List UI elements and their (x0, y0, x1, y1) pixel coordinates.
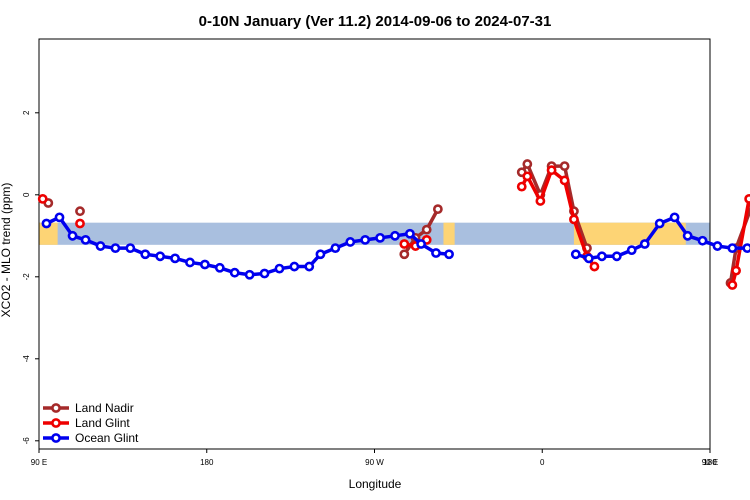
legend-item: Land Nadir (43, 401, 134, 415)
data-point (110, 243, 121, 253)
series-line (519, 168, 597, 269)
series-ocean-glint (41, 212, 750, 280)
data-point (731, 265, 741, 276)
data-point (596, 251, 607, 262)
data-point (559, 161, 570, 171)
x-tick-label: 90 E (702, 458, 718, 467)
x-axis-label: Longitude (349, 477, 402, 491)
data-point (170, 253, 180, 264)
data-point (360, 234, 371, 245)
data-point (37, 193, 48, 204)
data-point (289, 261, 300, 272)
data-point (140, 249, 151, 260)
data-point (75, 206, 85, 217)
data-point (522, 159, 533, 169)
legend-label: Land Nadir (75, 401, 134, 415)
y-tick-label: -6 (22, 437, 31, 445)
data-point (75, 218, 85, 229)
legend-marker (51, 418, 61, 428)
series-line (574, 215, 750, 261)
data-point (669, 212, 680, 223)
data-point (80, 234, 91, 245)
data-point (54, 212, 65, 223)
data-point (67, 230, 78, 241)
legend-item: Land Glint (43, 416, 130, 430)
data-point (431, 248, 441, 258)
y-tick-label: 2 (22, 110, 31, 115)
data-point (569, 214, 579, 225)
data-point (432, 204, 443, 215)
y-tick-label: 0 (22, 192, 31, 197)
y-axis-label: XCO2 - MLO trend (ppm) (0, 183, 13, 318)
data-point (742, 243, 750, 253)
data-point (399, 249, 410, 260)
data-point (304, 261, 315, 272)
data-point (399, 239, 410, 249)
data-point (405, 228, 415, 239)
data-point (712, 241, 723, 251)
data-point (654, 218, 665, 229)
data-point (744, 194, 750, 204)
data-point (274, 263, 285, 274)
data-point (444, 249, 454, 260)
x-tick-label: 180 (200, 458, 214, 467)
land-band (573, 222, 686, 245)
data-point (214, 262, 225, 273)
data-point (155, 251, 166, 262)
data-point (330, 243, 341, 253)
chart-title: 0-10N January (Ver 11.2) 2014-09-06 to 2… (199, 13, 552, 30)
data-point (682, 230, 693, 241)
data-point (516, 181, 527, 192)
data-point (244, 269, 255, 280)
x-tick-label: 180 (703, 458, 717, 467)
data-point (697, 235, 708, 246)
data-point (199, 259, 210, 270)
legend-item: Ocean Glint (43, 431, 139, 445)
x-tick-label: 90 W (365, 458, 384, 467)
data-point (416, 239, 426, 249)
data-point (583, 253, 594, 264)
data-point (185, 257, 195, 268)
legend-marker (51, 403, 61, 413)
data-point (559, 175, 570, 186)
data-point (589, 261, 600, 272)
data-point (639, 239, 650, 249)
ocean-band (39, 222, 710, 245)
x-tick-label: 0 (540, 458, 545, 467)
x-tick-label: 90 E (31, 458, 47, 467)
data-point (727, 280, 738, 290)
data-point (611, 251, 622, 262)
data-point (41, 218, 52, 229)
land-band (443, 222, 455, 245)
data-point (390, 230, 400, 241)
data-point (95, 241, 106, 251)
data-point (570, 249, 581, 260)
data-point (535, 196, 546, 206)
data-point (315, 249, 326, 260)
data-point (229, 267, 240, 278)
legend-label: Land Glint (75, 416, 130, 430)
data-point (125, 243, 136, 253)
legend-marker (51, 433, 61, 443)
data-point (375, 232, 385, 243)
land-band (39, 222, 58, 245)
y-tick-label: -2 (22, 273, 31, 281)
data-point (546, 165, 557, 176)
data-point (259, 268, 270, 279)
data-point (345, 237, 356, 247)
data-point (421, 224, 432, 235)
y-tick-label: -4 (22, 355, 31, 363)
data-point (626, 245, 637, 256)
data-point (727, 243, 738, 253)
data-point (522, 171, 533, 182)
legend-label: Ocean Glint (75, 431, 139, 445)
